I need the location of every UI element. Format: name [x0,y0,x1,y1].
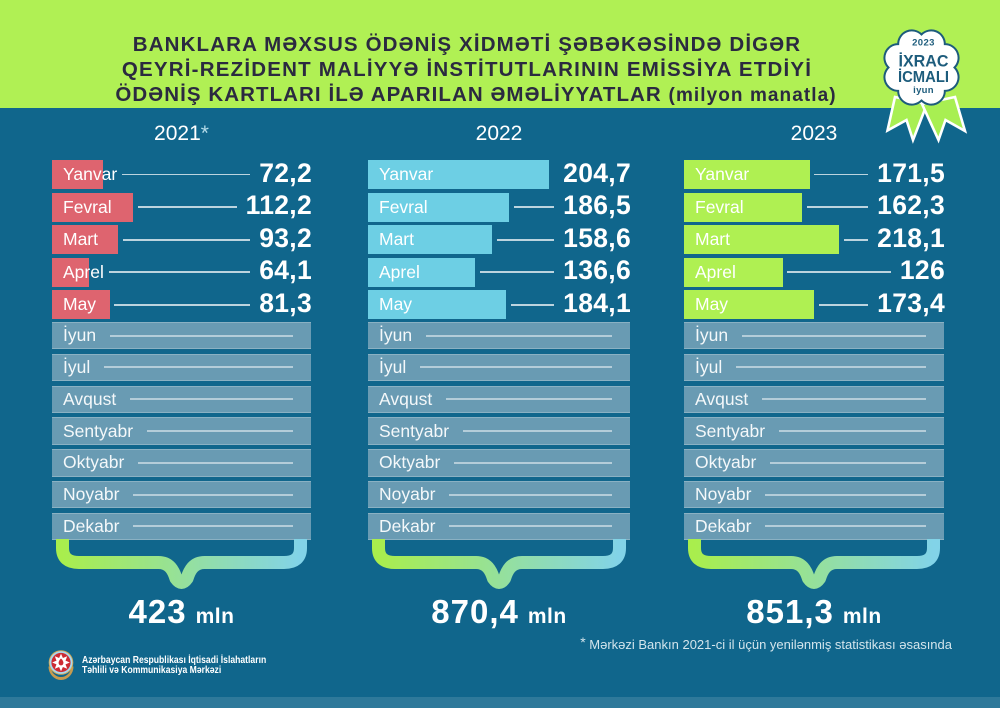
svg-text:iyun: iyun [913,85,934,96]
svg-text:İCMALI: İCMALI [898,68,949,86]
svg-text:2023: 2023 [912,38,935,49]
svg-text:İXRAC: İXRAC [899,52,949,71]
